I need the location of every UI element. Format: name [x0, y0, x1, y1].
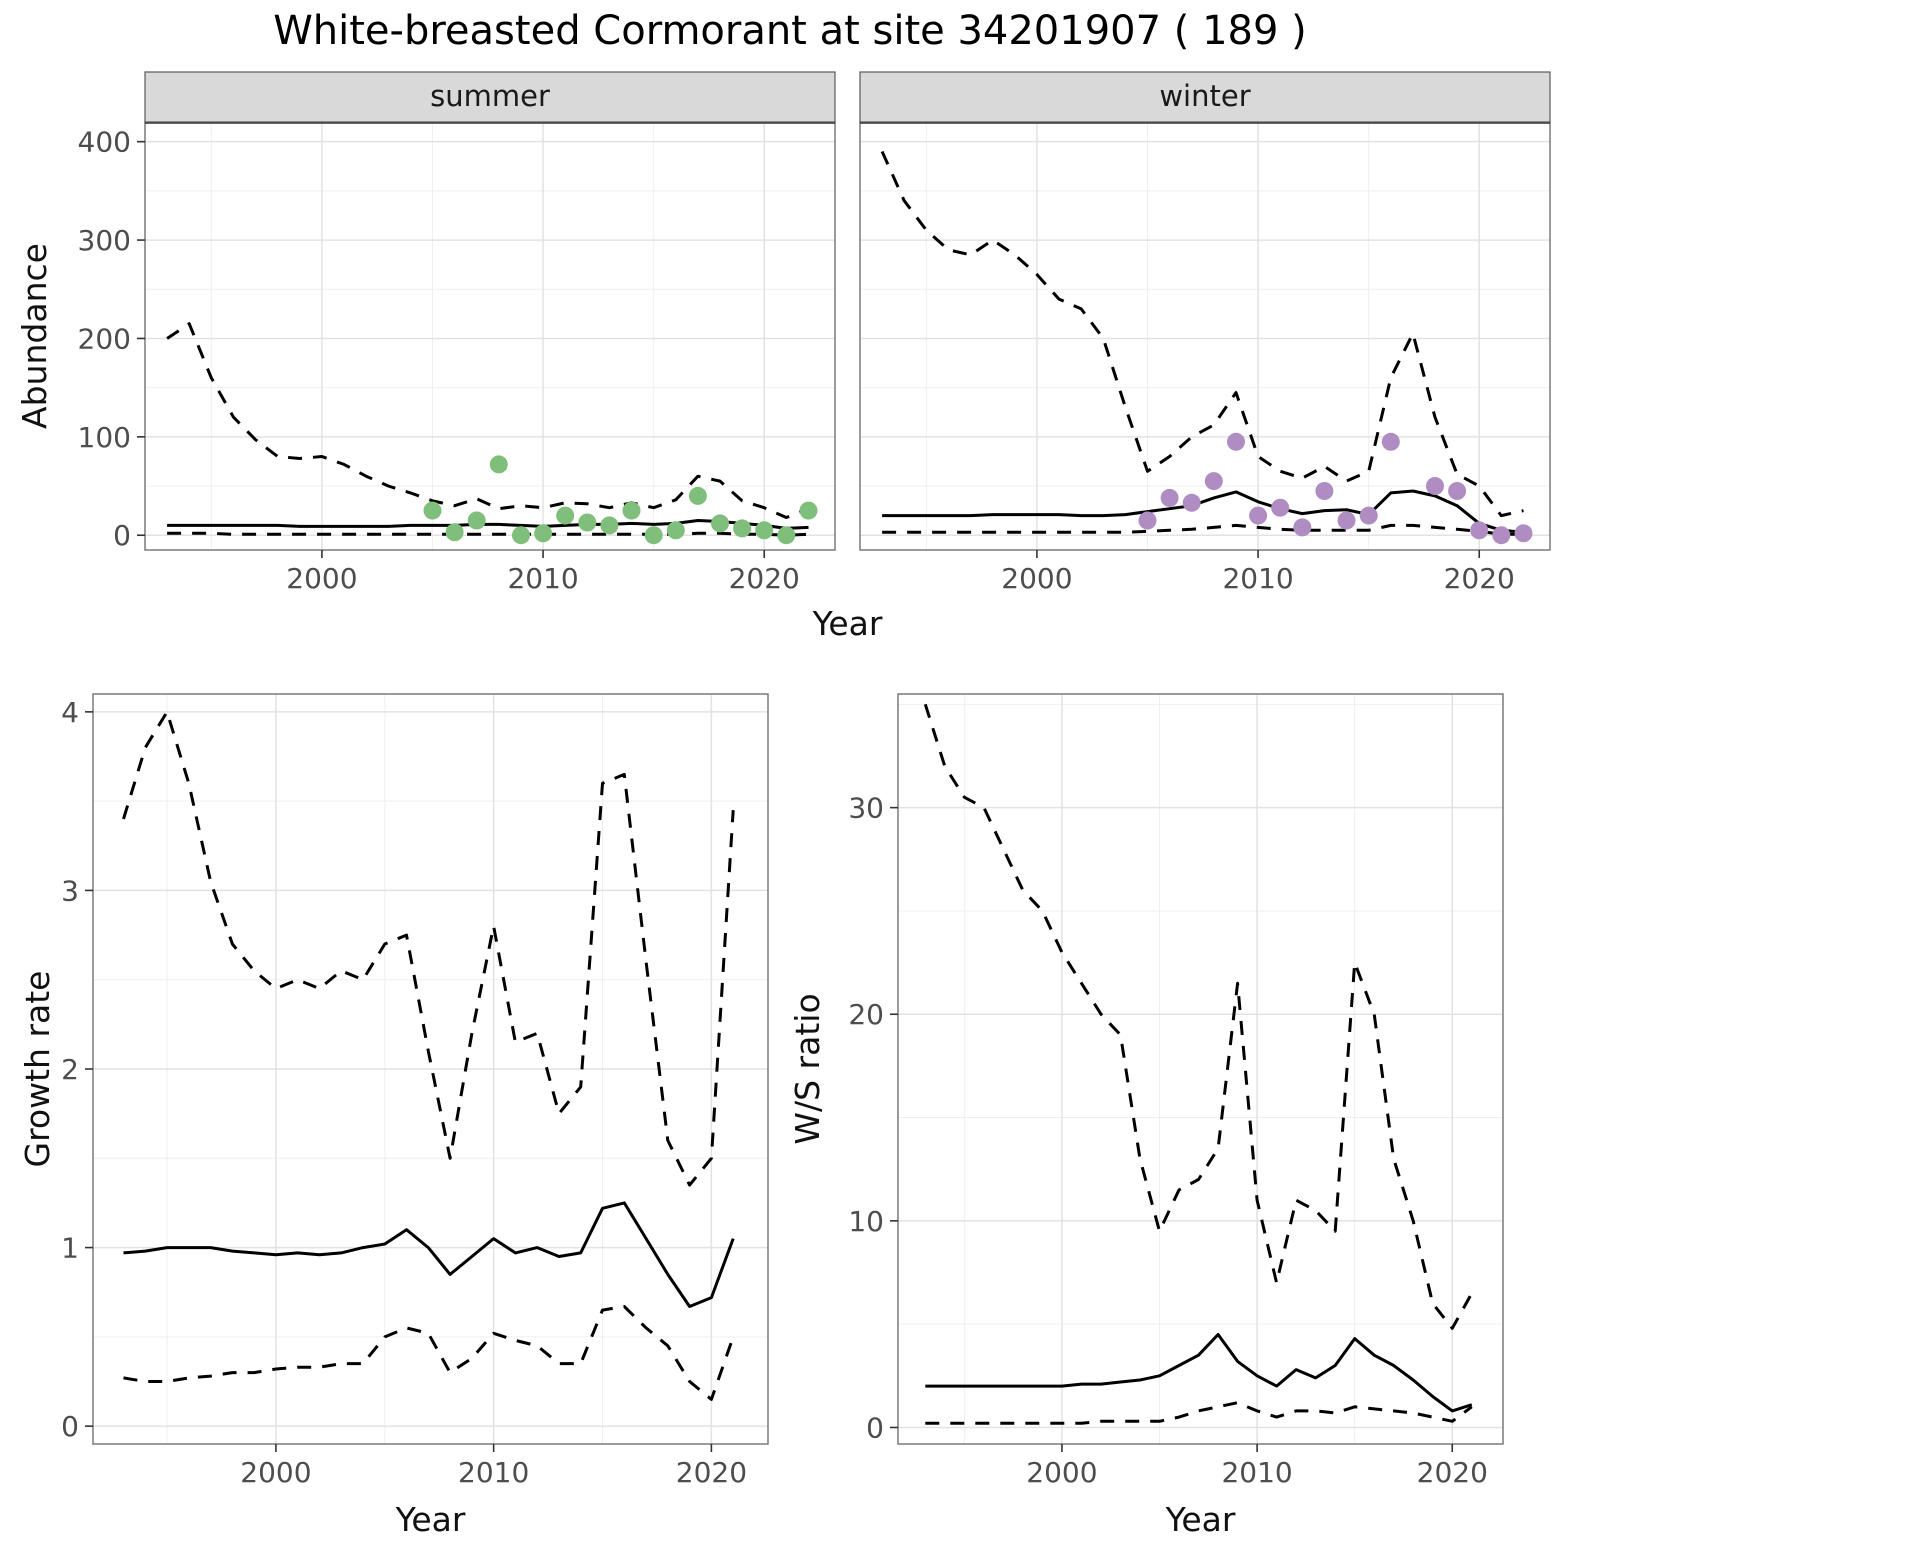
svg-text:400: 400 [78, 126, 131, 159]
svg-text:200: 200 [78, 322, 131, 355]
svg-text:2020: 2020 [1417, 1456, 1488, 1489]
ws-ratio-axis-label: W/S ratio [788, 993, 827, 1145]
svg-text:summer: summer [430, 79, 550, 113]
svg-text:2000: 2000 [1001, 562, 1072, 595]
svg-text:3: 3 [61, 874, 79, 907]
chart-canvas: 2000 2010 2020 0 1 2 3 4 [61, 693, 769, 1489]
svg-text:2000: 2000 [286, 562, 357, 595]
svg-text:2020: 2020 [729, 562, 800, 595]
svg-text:2000: 2000 [240, 1456, 311, 1489]
svg-text:2010: 2010 [507, 562, 578, 595]
year-axis-label-bottom-left: Year [395, 1500, 466, 1539]
svg-text:1: 1 [61, 1232, 79, 1265]
winter-abundance-chart: winter 2000 2010 2020 [832, 70, 1562, 604]
abundance-axis-label: Abundance [15, 243, 54, 429]
svg-text:2020: 2020 [1444, 562, 1515, 595]
svg-text:100: 100 [78, 421, 131, 454]
svg-text:10: 10 [848, 1205, 884, 1238]
chart-canvas: summer 2000 2010 2020 0 100 200 300 400 [78, 71, 836, 595]
growth-rate-chart: 2000 2010 2020 0 1 2 3 4 [25, 682, 778, 1504]
svg-text:4: 4 [61, 696, 79, 729]
svg-text:2000: 2000 [1026, 1456, 1097, 1489]
chart-canvas: winter 2000 2010 2020 [859, 71, 1551, 595]
svg-text:20: 20 [848, 998, 884, 1031]
svg-text:2010: 2010 [1222, 562, 1293, 595]
svg-text:2010: 2010 [1221, 1456, 1292, 1489]
svg-text:0: 0 [113, 519, 131, 552]
svg-text:winter: winter [1159, 79, 1250, 113]
svg-text:300: 300 [78, 224, 131, 257]
chart-canvas: 2000 2010 2020 0 10 20 30 [848, 693, 1504, 1489]
year-axis-label-bottom-right: Year [1165, 1500, 1236, 1539]
svg-text:0: 0 [866, 1411, 884, 1444]
svg-text:0: 0 [61, 1410, 79, 1443]
ws-ratio-chart: 2000 2010 2020 0 10 20 30 [840, 682, 1513, 1504]
svg-text:30: 30 [848, 792, 884, 825]
svg-text:2: 2 [61, 1053, 79, 1086]
summer-abundance-chart: summer 2000 2010 2020 0 100 200 300 400 [65, 70, 843, 604]
svg-text:2010: 2010 [458, 1456, 529, 1489]
figure-title: White-breasted Cormorant at site 3420190… [273, 8, 1307, 54]
year-axis-label-top: Year [812, 604, 883, 643]
svg-text:2020: 2020 [676, 1456, 747, 1489]
